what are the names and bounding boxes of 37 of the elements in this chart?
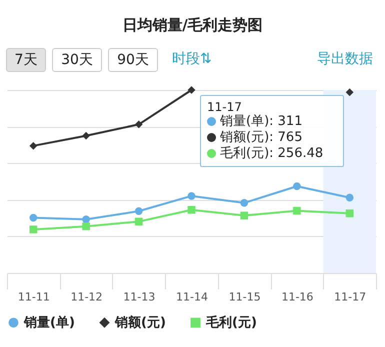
period-button[interactable]: 30天 [52, 48, 102, 72]
annotation: 销量(单): 311 [219, 114, 304, 130]
chart-title: 日均销量/毛利走势图 [121, 16, 264, 35]
point [134, 218, 143, 226]
point [188, 192, 196, 200]
point [293, 206, 301, 215]
point [346, 88, 354, 96]
point [82, 222, 90, 230]
point [29, 226, 38, 234]
x-tick-label: 11-14 [176, 290, 208, 304]
period-button[interactable]: 90天 [108, 48, 158, 72]
annotation: 11-17 [207, 100, 243, 114]
x-tick-label: 11-16 [281, 290, 314, 304]
point [134, 207, 143, 216]
point [134, 120, 143, 128]
point [29, 214, 38, 222]
point [346, 209, 354, 218]
point [188, 86, 196, 94]
annotation: 销额(元): 765 [219, 130, 304, 146]
point [29, 142, 38, 150]
legend-label: 毛利(元) [205, 314, 257, 331]
point [240, 212, 248, 220]
x-tick-label: 11-17 [334, 290, 366, 304]
x-tick-label: 11-15 [228, 290, 261, 304]
annotation: 毛利(元): 256.48 [219, 146, 324, 162]
point [293, 182, 301, 190]
point [188, 206, 196, 214]
x-tick-label: 11-13 [123, 290, 156, 304]
x-tick-label: 11-11 [18, 290, 50, 304]
point [82, 216, 90, 224]
period-button[interactable]: 7天 [6, 48, 46, 72]
point [240, 199, 248, 207]
legend-label: 销额(元) [114, 314, 166, 331]
legend-label: 销量(单) [23, 314, 75, 331]
point [82, 132, 90, 140]
point [346, 194, 354, 202]
x-tick-label: 11-12 [70, 290, 103, 304]
